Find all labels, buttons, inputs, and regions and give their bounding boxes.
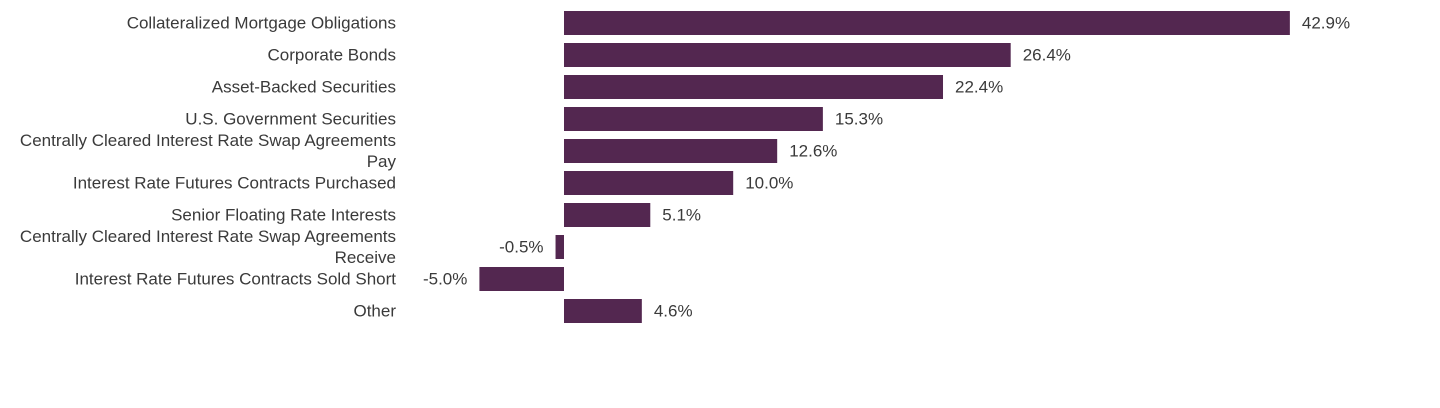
value-label: 15.3% <box>835 109 883 128</box>
value-label: 10.0% <box>745 173 793 192</box>
category-label: Centrally Cleared Interest Rate Swap Agr… <box>19 227 396 267</box>
bar <box>564 139 778 163</box>
value-label: -5.0% <box>423 269 467 288</box>
value-label: 12.6% <box>789 141 837 160</box>
value-label: 26.4% <box>1023 45 1071 64</box>
bar <box>564 171 734 195</box>
bar <box>564 107 823 131</box>
category-label: Other <box>353 301 396 321</box>
category-label: Collateralized Mortgage Obligations <box>126 13 396 33</box>
category-label: Centrally Cleared Interest Rate Swap Agr… <box>19 131 396 171</box>
category-label: Interest Rate Futures Contracts Purchase… <box>72 173 396 193</box>
bar <box>555 235 564 259</box>
value-label: -0.5% <box>499 237 543 256</box>
bar <box>479 267 564 291</box>
bar <box>564 75 944 99</box>
value-label: 42.9% <box>1302 13 1350 32</box>
category-label: Asset-Backed Securities <box>211 77 396 97</box>
category-label: U.S. Government Securities <box>185 109 396 129</box>
value-label: 5.1% <box>662 205 701 224</box>
value-label: 22.4% <box>955 77 1003 96</box>
category-label: Corporate Bonds <box>267 45 396 65</box>
bar <box>564 203 651 227</box>
bar <box>564 43 1011 67</box>
category-label: Interest Rate Futures Contracts Sold Sho… <box>74 269 396 289</box>
bar <box>564 11 1290 35</box>
bar <box>564 299 642 323</box>
value-label: 4.6% <box>654 301 693 320</box>
category-label: Senior Floating Rate Interests <box>171 205 396 225</box>
